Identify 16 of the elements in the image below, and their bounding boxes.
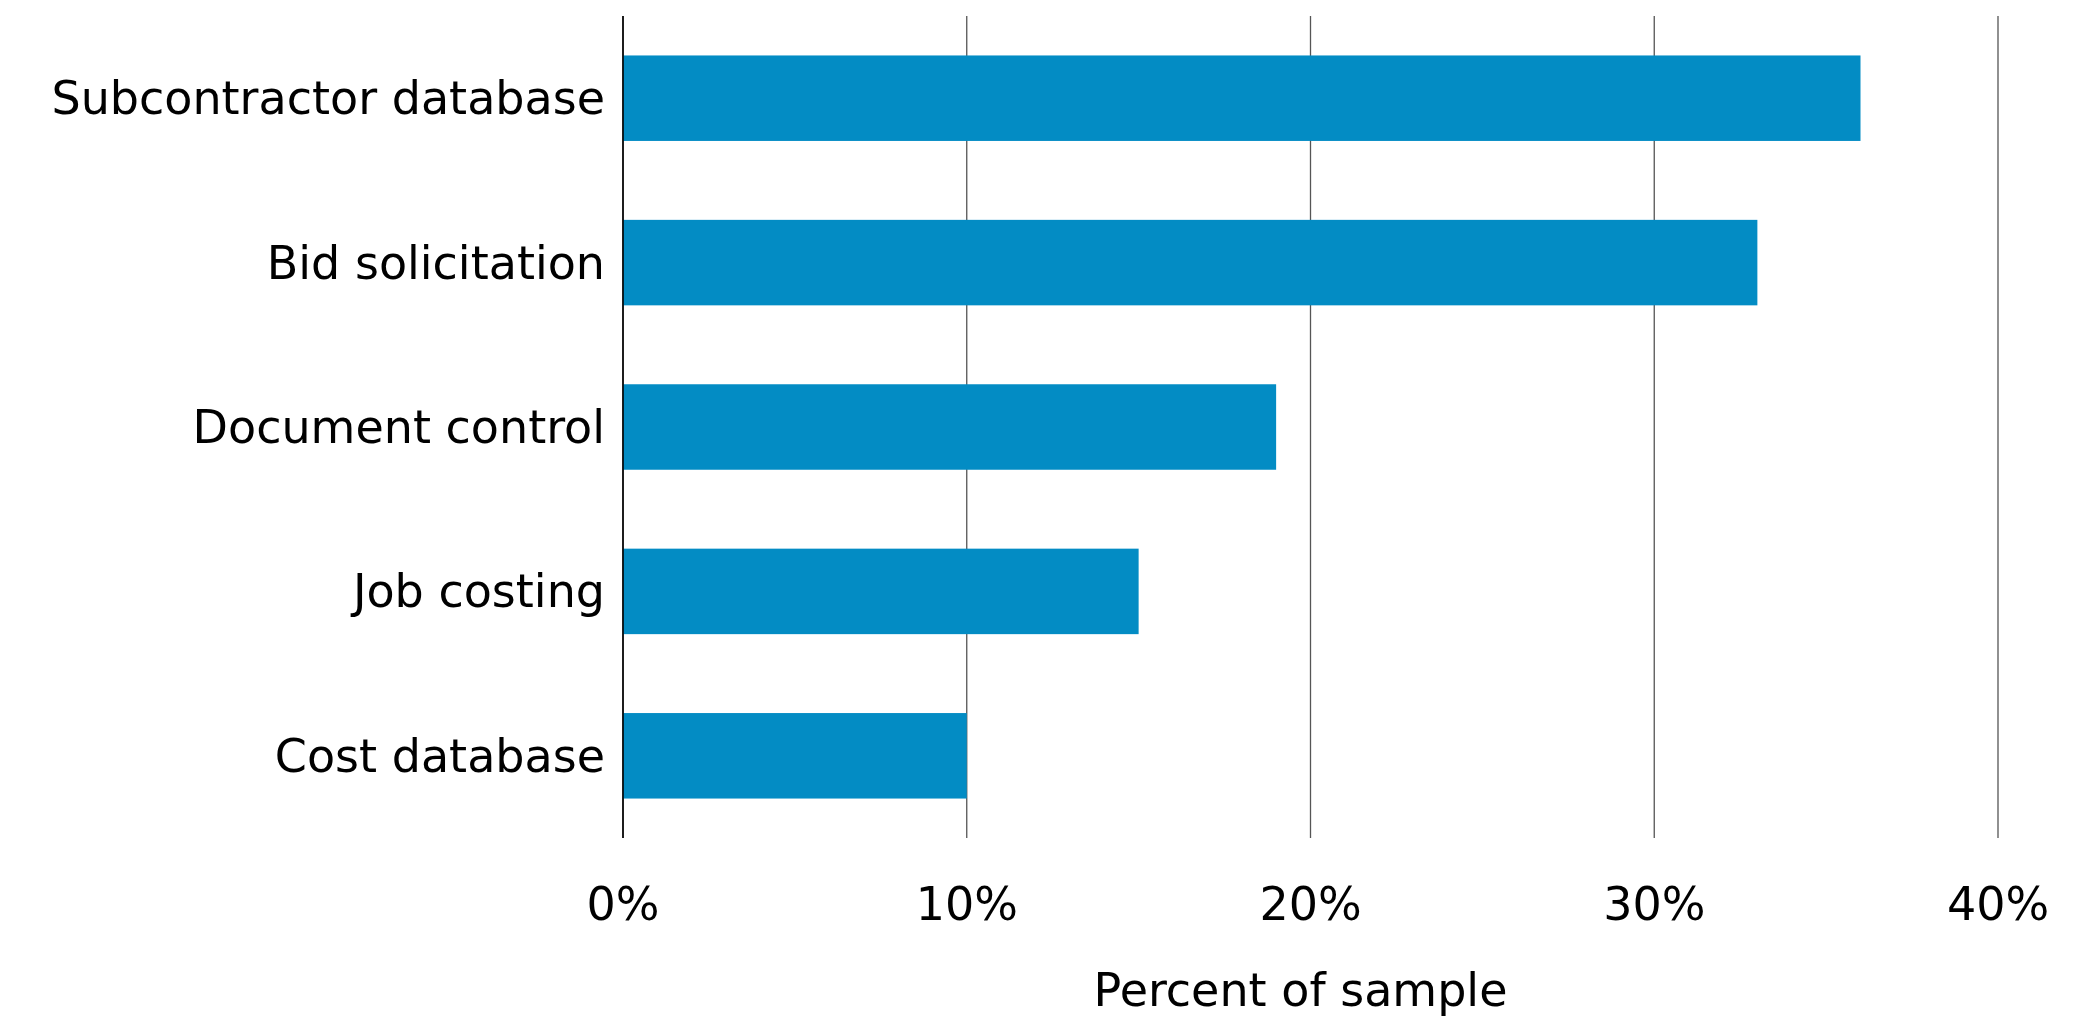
bar: [623, 219, 1758, 306]
x-tick-label: 0%: [586, 877, 660, 931]
y-tick-label: Document control: [192, 400, 605, 454]
x-tick-label: 10%: [915, 877, 1018, 931]
y-tick-label: Cost database: [274, 728, 605, 783]
bar: [623, 55, 1861, 141]
x-tick-label: 40%: [1946, 877, 2050, 931]
x-tick-label: 30%: [1603, 877, 1706, 931]
bar: [623, 384, 1277, 470]
bar: [623, 713, 967, 799]
bar: [623, 548, 1139, 635]
y-tick-label: Job costing: [349, 564, 605, 619]
x-tick-label: 20%: [1259, 877, 1362, 931]
x-axis-title: Percent of sample: [1093, 963, 1508, 1017]
y-tick-label: Bid solicitation: [266, 235, 605, 290]
y-tick-label: Subcontractor database: [51, 71, 605, 126]
